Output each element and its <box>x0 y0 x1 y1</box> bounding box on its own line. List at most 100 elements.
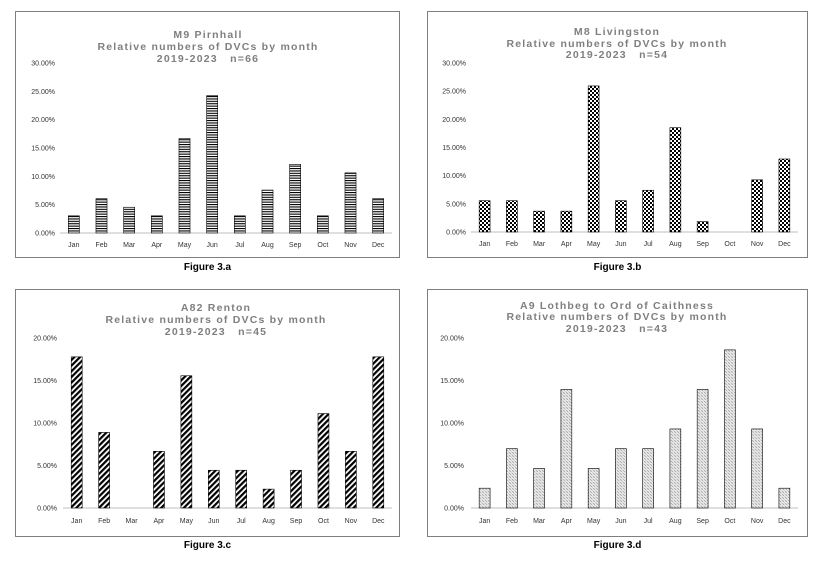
bar-mar <box>533 468 545 509</box>
bar-dec <box>778 487 791 509</box>
x-tick-label: Mar <box>123 242 136 249</box>
x-tick-label: Oct <box>318 518 329 525</box>
x-tick-label: Dec <box>372 242 385 249</box>
bar-mar <box>533 210 545 233</box>
x-tick-label: May <box>587 241 601 248</box>
bar-jul <box>642 189 654 233</box>
x-tick-label: Nov <box>751 241 764 248</box>
y-tick-label: 25.00% <box>442 89 466 96</box>
x-tick-label: Sep <box>290 518 303 525</box>
y-tick-label: 25.00% <box>31 89 55 96</box>
figure-caption-c: Figure 3.c <box>183 540 232 551</box>
x-tick-label: Oct <box>724 241 735 248</box>
x-tick-label: Oct <box>724 518 735 525</box>
x-tick-label: May <box>587 518 601 525</box>
y-tick-label: 30.00% <box>442 61 466 68</box>
chart-subtitle: Relative numbers of DVCs by month <box>506 38 727 50</box>
y-tick-label: 20.00% <box>440 336 464 343</box>
y-tick-label: 30.00% <box>31 61 55 68</box>
y-tick-label: 5.00% <box>444 463 464 470</box>
x-tick-label: Jan <box>479 518 490 525</box>
y-tick-label: 20.00% <box>442 117 466 124</box>
bar-nov <box>345 451 357 509</box>
x-tick-label: Apr <box>151 242 163 249</box>
bar-may <box>178 138 191 234</box>
chart-subtitle-period: 2019-2023 n=45 <box>165 326 267 338</box>
chart-subtitle: Relative numbers of DVCs by month <box>97 41 318 53</box>
chart-subtitle-period: 2019-2023 n=54 <box>566 49 668 61</box>
chart-subtitle: Relative numbers of DVCs by month <box>105 314 326 326</box>
bar-jul <box>234 215 246 234</box>
bar-apr <box>560 210 573 233</box>
bar-dec <box>778 158 791 233</box>
x-tick-label: Feb <box>95 242 107 249</box>
bar-may <box>587 468 600 509</box>
x-tick-label: Apr <box>154 518 166 525</box>
x-tick-label: Jun <box>615 241 626 248</box>
bar-feb <box>98 432 110 509</box>
bar-may <box>587 85 600 233</box>
bar-jan <box>478 200 491 233</box>
bar-jan <box>68 215 80 234</box>
chart-title: M8 Livingston <box>574 26 660 38</box>
y-tick-label: 5.00% <box>37 463 57 470</box>
bar-feb <box>95 198 108 234</box>
x-tick-label: Aug <box>669 241 682 248</box>
y-tick-label: 0.00% <box>446 230 466 237</box>
y-tick-label: 15.00% <box>440 378 464 385</box>
figure-caption-d: Figure 3.d <box>593 540 642 551</box>
x-tick-label: Nov <box>344 242 357 249</box>
bar-mar <box>123 206 135 234</box>
bar-nov <box>751 179 763 233</box>
x-tick-label: May <box>180 518 194 525</box>
x-tick-label: Dec <box>778 241 791 248</box>
chart-subtitle-period: 2019-2023 n=66 <box>157 53 259 65</box>
x-tick-label: Sep <box>696 241 709 248</box>
x-tick-label: Jul <box>644 518 653 525</box>
bar-nov <box>751 428 763 509</box>
chart-title: A82 Renton <box>181 302 251 314</box>
bar-feb <box>506 200 518 233</box>
x-tick-label: Jun <box>207 242 218 249</box>
x-tick-label: Jun <box>208 518 219 525</box>
bar-oct <box>724 349 736 509</box>
y-tick-label: 20.00% <box>31 117 55 124</box>
x-tick-label: Jul <box>235 242 244 249</box>
figure-caption-a: Figure 3.a <box>183 262 232 273</box>
x-tick-label: Jan <box>479 241 490 248</box>
y-tick-label: 5.00% <box>446 201 466 208</box>
x-tick-label: Mar <box>126 518 139 525</box>
bar-aug <box>261 189 274 234</box>
bar-dec <box>372 198 384 234</box>
x-tick-label: May <box>178 242 192 249</box>
x-tick-label: Feb <box>98 518 110 525</box>
bar-sep <box>696 389 709 509</box>
bar-aug <box>669 127 682 233</box>
y-tick-label: 15.00% <box>31 146 55 153</box>
y-tick-label: 15.00% <box>33 378 57 385</box>
y-tick-label: 0.00% <box>37 506 57 513</box>
bar-jun <box>208 469 220 509</box>
x-tick-label: Jul <box>237 518 246 525</box>
y-tick-label: 0.00% <box>35 231 55 238</box>
y-tick-label: 10.00% <box>442 173 466 180</box>
x-tick-label: Apr <box>561 518 573 525</box>
bar-jun <box>615 448 627 509</box>
chart-title: M9 Pirnhall <box>173 29 242 41</box>
bar-jan <box>478 487 491 509</box>
y-tick-label: 5.00% <box>35 202 55 209</box>
x-tick-label: Aug <box>262 518 275 525</box>
x-tick-label: Jan <box>71 518 82 525</box>
bar-jan <box>70 356 83 509</box>
x-tick-label: Dec <box>778 518 791 525</box>
bar-oct <box>317 413 330 509</box>
chart-subtitle-period: 2019-2023 n=43 <box>566 323 668 335</box>
bar-sep <box>289 164 301 234</box>
figure-caption-b: Figure 3.b <box>593 262 642 273</box>
bar-sep <box>696 221 709 233</box>
x-tick-label: Apr <box>561 241 573 248</box>
bar-dec <box>372 356 385 509</box>
x-tick-label: Mar <box>533 241 546 248</box>
x-tick-label: Jun <box>615 518 626 525</box>
x-tick-label: Jan <box>68 242 79 249</box>
